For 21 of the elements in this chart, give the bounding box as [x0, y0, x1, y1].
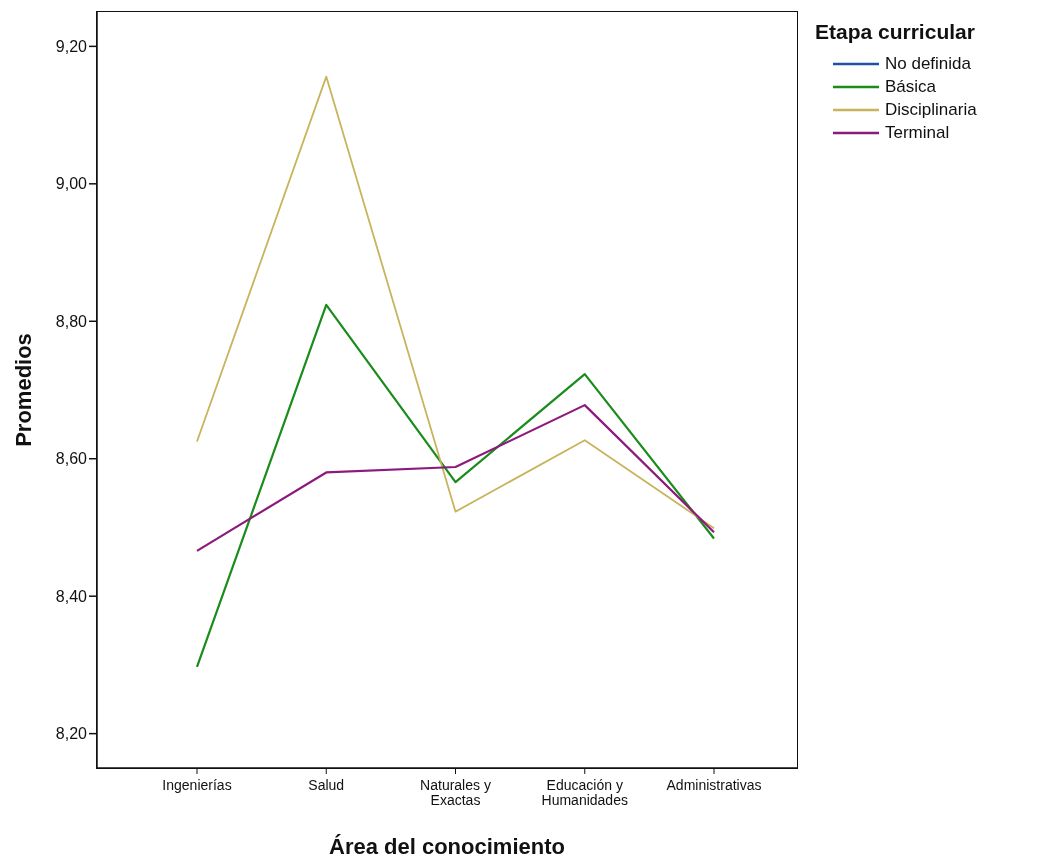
x-axis-title: Área del conocimiento: [329, 834, 565, 856]
y-tick-label: 9,00: [55, 175, 88, 193]
x-tick-label: Ingenierías: [162, 777, 232, 793]
line-series: [195, 404, 716, 552]
x-tick-label: Naturales y Exactas: [420, 777, 491, 808]
y-tick-label: 8,80: [55, 312, 88, 330]
x-tick-label: Salud: [308, 777, 345, 793]
y-tick-label: 9,20: [55, 38, 88, 56]
legend-label: Básica: [885, 76, 937, 97]
y-tick-label: 8,60: [55, 450, 88, 468]
legend-title: Etapa curricular: [815, 20, 976, 44]
legend-label: Terminal: [885, 122, 950, 143]
line-series: [196, 75, 715, 530]
legend-label: No definida: [885, 53, 972, 74]
x-tick-label: Educación y Humanidades: [541, 777, 628, 808]
y-tick-label: 8,40: [55, 587, 88, 605]
x-tick-label: Administrativas: [666, 777, 762, 793]
y-tick-label: 8,20: [55, 725, 88, 743]
legend-label: Disciplinaria: [885, 99, 977, 120]
line-series: [195, 303, 716, 669]
y-axis-title: Promedios: [10, 333, 36, 447]
